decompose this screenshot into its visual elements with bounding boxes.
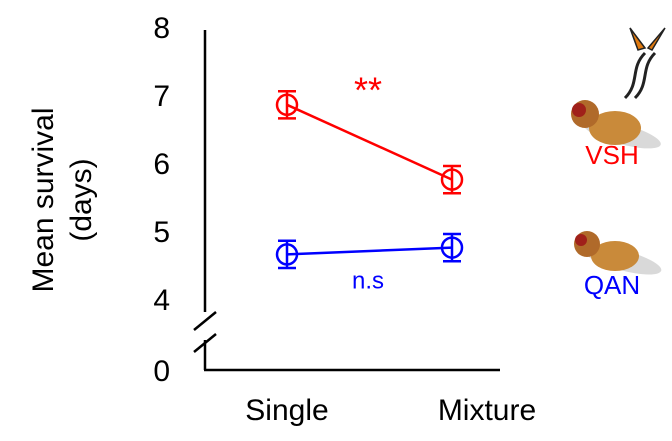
y-tick-label: 4 [153,284,170,317]
annotation: n.s [352,267,384,294]
y-tick-label: 6 [153,148,170,181]
y-tick-label: 0 [153,355,170,388]
x-tick-label: Mixture [438,394,536,427]
legend-label: QAN [584,270,640,300]
dna-butterfly [625,28,665,98]
x-tick-label: Single [245,394,328,427]
annotation: ** [354,70,382,111]
y-tick-label: 7 [153,80,170,113]
axis-break [194,312,216,330]
y-axis-label: (days) [65,158,98,241]
chart: 0 4 5 6 7 8 Mean survival(days) Single Mixture VS… [0,0,672,441]
y-tick-label: 5 [153,216,170,249]
legend-label: VSH [585,140,638,170]
series-line [287,105,452,180]
y-tick-label: 8 [153,12,170,45]
series-line [287,248,452,255]
y-axis-label: Mean survival [27,107,60,292]
